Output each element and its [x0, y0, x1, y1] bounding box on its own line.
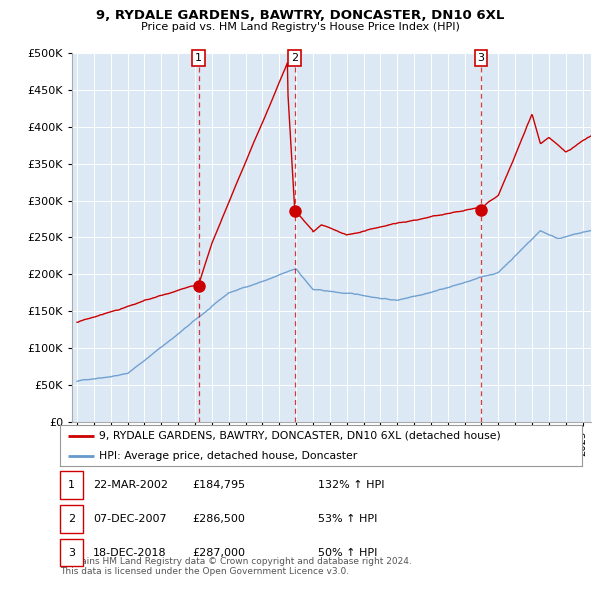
Text: 3: 3	[477, 53, 484, 63]
Text: £184,795: £184,795	[192, 480, 245, 490]
Text: 9, RYDALE GARDENS, BAWTRY, DONCASTER, DN10 6XL (detached house): 9, RYDALE GARDENS, BAWTRY, DONCASTER, DN…	[99, 431, 501, 441]
Text: Price paid vs. HM Land Registry's House Price Index (HPI): Price paid vs. HM Land Registry's House …	[140, 22, 460, 32]
Text: 1: 1	[68, 480, 75, 490]
Text: 1: 1	[195, 53, 202, 63]
Text: 22-MAR-2002: 22-MAR-2002	[93, 480, 168, 490]
Text: 2: 2	[68, 514, 75, 524]
Text: 18-DEC-2018: 18-DEC-2018	[93, 548, 167, 558]
Text: 2: 2	[291, 53, 298, 63]
Text: £286,500: £286,500	[192, 514, 245, 524]
Text: HPI: Average price, detached house, Doncaster: HPI: Average price, detached house, Donc…	[99, 451, 358, 461]
Text: 50% ↑ HPI: 50% ↑ HPI	[318, 548, 377, 558]
Text: 132% ↑ HPI: 132% ↑ HPI	[318, 480, 385, 490]
Text: 53% ↑ HPI: 53% ↑ HPI	[318, 514, 377, 524]
Text: Contains HM Land Registry data © Crown copyright and database right 2024.
This d: Contains HM Land Registry data © Crown c…	[60, 557, 412, 576]
Text: £287,000: £287,000	[192, 548, 245, 558]
Text: 07-DEC-2007: 07-DEC-2007	[93, 514, 167, 524]
Text: 3: 3	[68, 548, 75, 558]
Text: 9, RYDALE GARDENS, BAWTRY, DONCASTER, DN10 6XL: 9, RYDALE GARDENS, BAWTRY, DONCASTER, DN…	[96, 9, 504, 22]
